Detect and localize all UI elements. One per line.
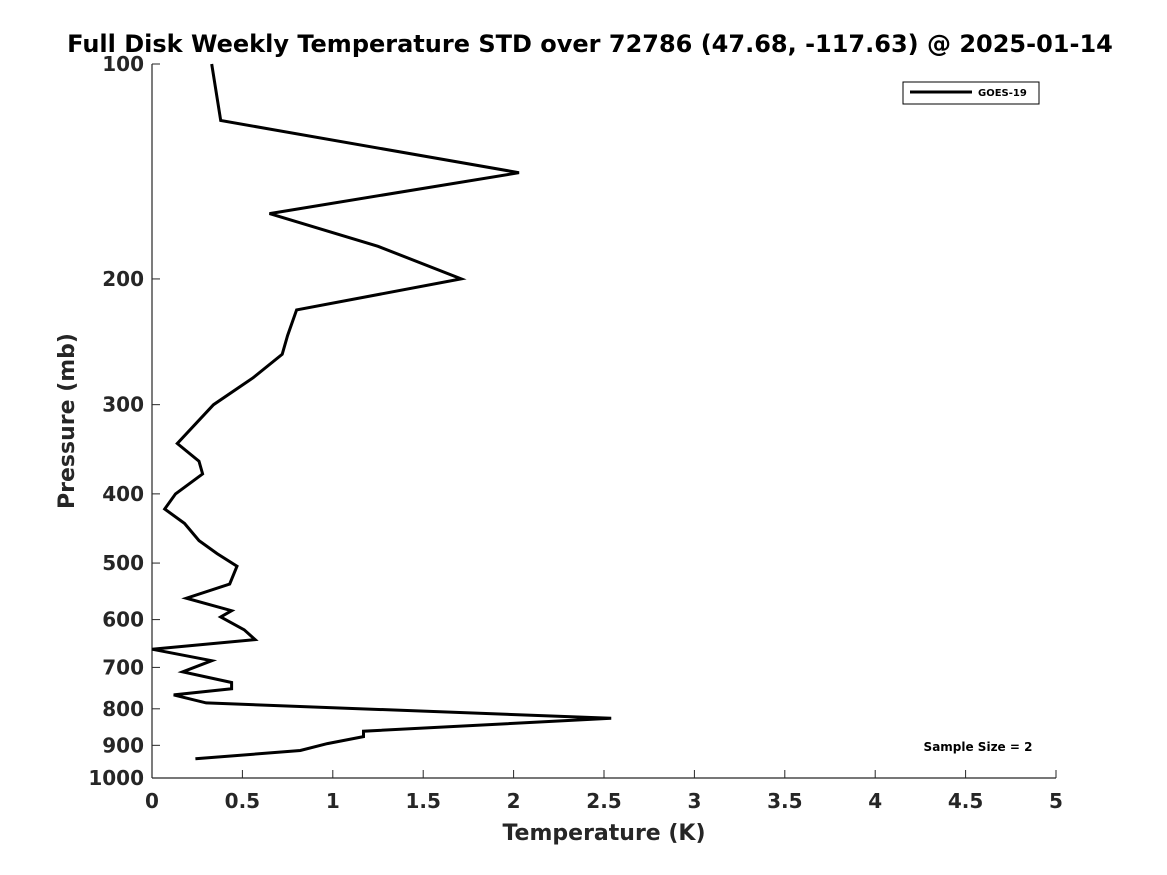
- y-tick-label: 700: [102, 655, 144, 679]
- x-tick-label: 5: [1049, 789, 1063, 813]
- legend: GOES-19: [902, 81, 1040, 105]
- x-tick-label: 3: [687, 789, 701, 813]
- x-tick-label: 2.5: [586, 789, 621, 813]
- y-tick-label: 400: [102, 482, 144, 506]
- x-tick-label: 1.5: [405, 789, 440, 813]
- y-ticks: 100 200 300 400 500 600 700 800 900 1000: [88, 52, 160, 790]
- y-tick-label: 800: [102, 697, 144, 721]
- series-layer: [151, 63, 612, 761]
- y-tick-label: 1000: [88, 766, 144, 790]
- series-line-goes-19: [151, 63, 612, 761]
- plot-area: [151, 64, 1056, 779]
- x-tick-label: 1: [326, 789, 340, 813]
- chart-title: Full Disk Weekly Temperature STD over 72…: [67, 30, 1113, 58]
- y-tick-label: 500: [102, 551, 144, 575]
- x-tick-label: 4: [868, 789, 882, 813]
- sample-size-annotation: Sample Size = 2: [924, 740, 1033, 754]
- y-tick-label: 600: [102, 608, 144, 632]
- x-axis-label: Temperature (K): [502, 821, 705, 846]
- y-tick-label: 900: [102, 733, 144, 757]
- x-ticks: 0 0.5 1 1.5 2 2.5 3 3.5 4 4.5 5: [145, 770, 1063, 813]
- x-tick-label: 0.5: [225, 789, 260, 813]
- y-tick-label: 300: [102, 393, 144, 417]
- y-tick-label: 200: [102, 267, 144, 291]
- x-tick-label: 2: [507, 789, 521, 813]
- y-axis-label: Pressure (mb): [55, 333, 80, 509]
- y-tick-label: 100: [102, 52, 144, 76]
- x-tick-label: 4.5: [948, 789, 983, 813]
- legend-label-goes-19: GOES-19: [978, 88, 1027, 99]
- x-tick-label: 0: [145, 789, 159, 813]
- x-tick-label: 3.5: [767, 789, 802, 813]
